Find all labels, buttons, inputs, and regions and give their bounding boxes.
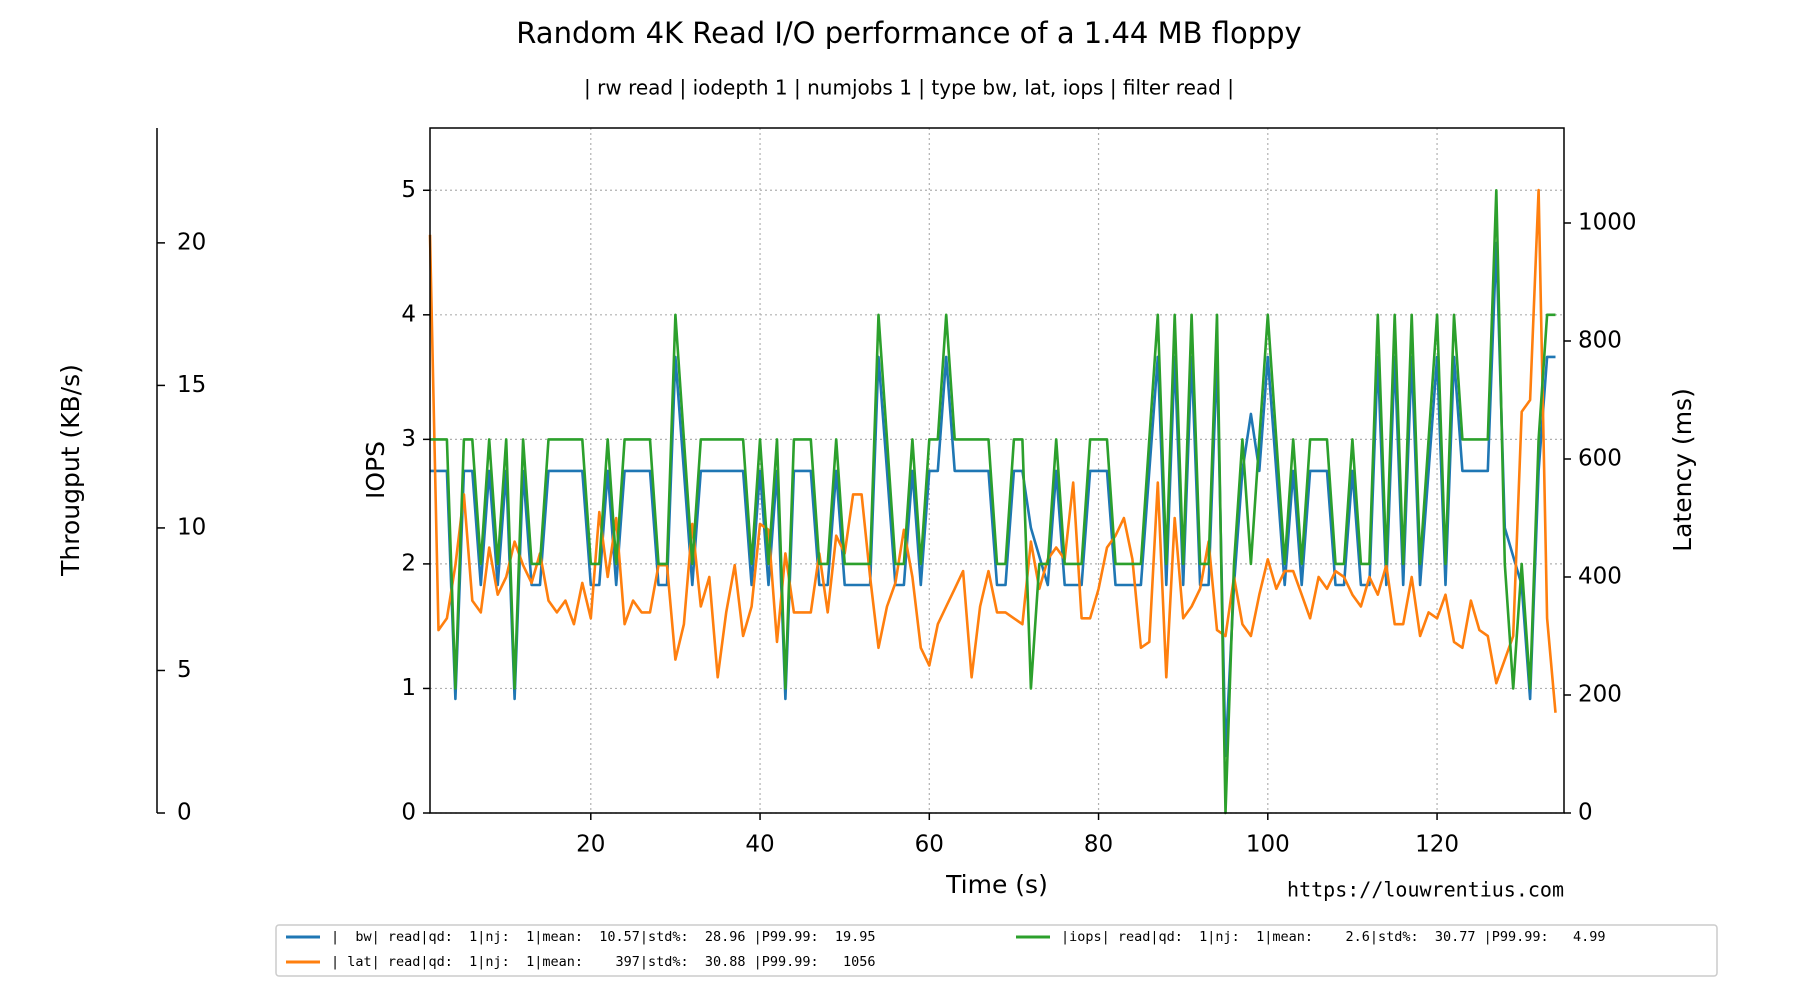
x-axis-label: Time (s) (945, 870, 1048, 899)
y3-tick-label: 15 (177, 372, 206, 398)
y3-tick-label: 5 (177, 657, 192, 683)
y-axis-label: IOPS (361, 441, 390, 499)
y2-tick-label: 600 (1578, 445, 1622, 471)
legend-label: | lat| read|qd: 1|nj: 1|mean: 397|std%: … (331, 954, 876, 970)
y-tick-label: 1 (401, 675, 416, 701)
chart-subtitle: | rw read | iodepth 1 | numjobs 1 | type… (584, 76, 1234, 100)
y2-tick-label: 200 (1578, 681, 1622, 707)
data-line (430, 189, 1556, 815)
chart-title: Random 4K Read I/O performance of a 1.44… (516, 16, 1301, 50)
x-tick-label: 120 (1415, 832, 1459, 858)
y-tick-label: 3 (401, 426, 416, 452)
y3-tick-label: 10 (177, 514, 206, 540)
x-tick-label: 80 (1084, 832, 1113, 858)
x-tick-label: 60 (915, 832, 944, 858)
y2-tick-label: 800 (1578, 327, 1622, 353)
annotation: https://louwrentius.com (1287, 878, 1564, 902)
y2-tick-label: 400 (1578, 563, 1622, 589)
y-tick-label: 5 (401, 177, 416, 203)
legend-label: | bw| read|qd: 1|nj: 1|mean: 10.57|std%:… (331, 929, 876, 945)
y2-axis-label: Latency (ms) (1668, 388, 1697, 552)
y-tick-label: 2 (401, 550, 416, 576)
x-tick-label: 40 (745, 832, 774, 858)
y2-tick-label: 0 (1578, 800, 1593, 826)
y-tick-label: 0 (401, 800, 416, 826)
x-tick-label: 100 (1246, 832, 1290, 858)
x-tick-label: 20 (576, 832, 605, 858)
y-tick-label: 4 (401, 301, 416, 327)
legend-box (275, 924, 1718, 977)
y3-axis-label: Througput (KB/s) (56, 364, 85, 577)
y2-tick-label: 1000 (1578, 209, 1637, 235)
plot-frame (429, 127, 1565, 814)
y3-tick-label: 0 (177, 800, 192, 826)
y3-tick-label: 20 (177, 229, 206, 255)
legend-label: |iops| read|qd: 1|nj: 1|mean: 2.6|std%: … (1061, 929, 1606, 945)
data-line (428, 188, 1557, 713)
